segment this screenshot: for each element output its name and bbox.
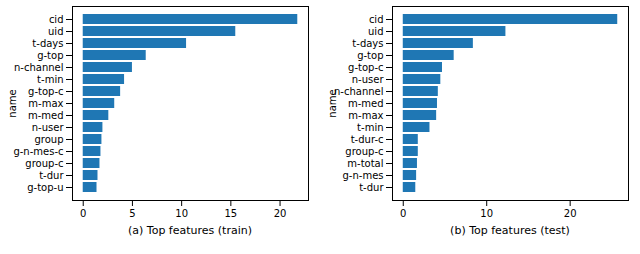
svg-text:group: group — [34, 134, 63, 145]
svg-text:20: 20 — [274, 208, 287, 219]
svg-text:m-total: m-total — [347, 158, 383, 169]
svg-text:t-days: t-days — [352, 38, 383, 49]
svg-text:g-top: g-top — [37, 50, 63, 61]
svg-text:m-med: m-med — [348, 98, 384, 109]
svg-text:cid: cid — [49, 14, 64, 25]
svg-text:10: 10 — [175, 208, 188, 219]
svg-text:g-top-u: g-top-u — [27, 182, 63, 193]
svg-text:name: name — [327, 89, 338, 117]
svg-text:g-n-mes-c: g-n-mes-c — [13, 146, 63, 157]
svg-text:m-max: m-max — [348, 110, 383, 121]
svg-text:uid: uid — [48, 26, 63, 37]
svg-text:n-channel: n-channel — [14, 62, 64, 73]
svg-text:t-min: t-min — [37, 74, 63, 85]
svg-text:m-max: m-max — [28, 98, 63, 109]
svg-text:0: 0 — [400, 208, 406, 219]
svg-text:g-top-c: g-top-c — [348, 62, 383, 73]
svg-text:t-min: t-min — [357, 122, 383, 133]
svg-text:10: 10 — [480, 208, 493, 219]
svg-text:t-dur: t-dur — [359, 182, 384, 193]
svg-text:m-med: m-med — [28, 110, 64, 121]
svg-text:n-channel: n-channel — [334, 86, 384, 97]
svg-text:t-dur-c: t-dur-c — [351, 134, 384, 145]
svg-text:g-top: g-top — [357, 50, 383, 61]
svg-text:group-c: group-c — [345, 146, 383, 157]
svg-text:name: name — [7, 89, 18, 117]
svg-text:n-user: n-user — [32, 122, 65, 133]
html-text:(b) Top features (test): (b) Top features (test) — [450, 224, 570, 237]
svg-text:20: 20 — [564, 208, 577, 219]
svg-text:5: 5 — [129, 208, 135, 219]
html-text:(a) Top features (train): (a) Top features (train) — [128, 224, 252, 237]
svg-text:group-c: group-c — [25, 158, 63, 169]
svg-text:0: 0 — [80, 208, 86, 219]
svg-text:cid: cid — [369, 14, 384, 25]
svg-text:t-dur: t-dur — [39, 170, 64, 181]
svg-text:uid: uid — [368, 26, 383, 37]
svg-text:n-user: n-user — [352, 74, 385, 85]
svg-text:15: 15 — [224, 208, 237, 219]
svg-text:g-top-c: g-top-c — [28, 86, 63, 97]
svg-text:g-n-mes: g-n-mes — [342, 170, 383, 181]
svg-text:t-days: t-days — [32, 38, 63, 49]
